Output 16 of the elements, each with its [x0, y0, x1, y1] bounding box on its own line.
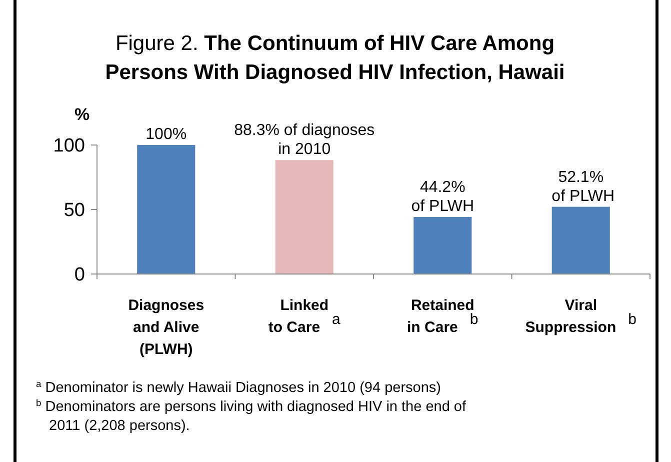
x-tick-label: Diagnoses and Alive (PLWH): [128, 297, 204, 358]
y-axis-title: %: [74, 105, 90, 124]
y-tick-label: 0: [74, 264, 85, 286]
bar: [552, 206, 610, 274]
data-label: 88.3% of diagnoses in 2010: [234, 122, 375, 158]
data-label: 44.2% of PLWH: [411, 178, 474, 215]
text: $^{a}$ Denominator is newly Hawaii Diagnoses in 2010 (94 persons): [36, 378, 441, 396]
y-tick-label: 100: [53, 136, 85, 157]
text: $^{b}$ Denominators are persons living with diagnosed HIV in the end of 2011 (2,208 persons).: [36, 396, 467, 434]
y-tick-label: 50: [64, 200, 85, 222]
bar: [137, 145, 196, 274]
data-label: 52.1% of PLWH: [547, 168, 615, 205]
bar: [414, 216, 472, 274]
data-label: 100%: [146, 126, 187, 143]
bar: [275, 160, 334, 274]
chart-title: Figure 2. The Continuum of HIV Care Among Persons With Diagnosed HIV Infection, Hawaii: [105, 32, 565, 84]
